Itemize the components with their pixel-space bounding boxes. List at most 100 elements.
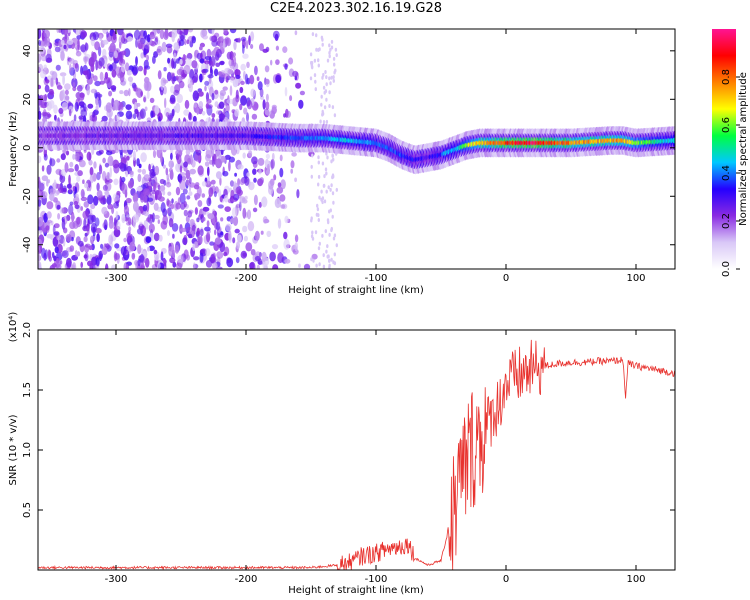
spectrogram-cell	[204, 161, 210, 167]
spectrogram-cell	[223, 73, 230, 79]
spectrogram-cell	[310, 164, 313, 169]
spectrogram-cell	[214, 89, 219, 95]
spectrogram-cell	[219, 195, 223, 203]
spectrogram-cell	[98, 57, 105, 67]
spectrogram-cell	[155, 190, 160, 196]
spectrogram-cell	[91, 226, 96, 234]
spectrogram-cell	[242, 152, 246, 159]
spectrogram-cell	[173, 42, 180, 51]
spectrogram-cell	[232, 52, 236, 57]
spectrogram-cell	[225, 223, 232, 232]
spectrogram-cell	[202, 217, 206, 222]
spectrogram-cell	[56, 158, 61, 163]
spectrogram-cell	[43, 252, 47, 261]
spectrogram-cell	[58, 107, 64, 114]
spectrogram-cell	[44, 84, 50, 93]
spectrogram-cell	[332, 157, 335, 162]
spectrogram-cell	[207, 166, 210, 177]
spectrogram-cell	[311, 32, 315, 37]
snr-y-tick-label: 1.0	[22, 442, 33, 458]
spectrogram-cell	[113, 178, 119, 186]
spectrogram-cell	[90, 88, 98, 94]
spectrogram-cell	[59, 72, 67, 77]
spectrogram-cell	[65, 234, 72, 243]
spectrogram-cell	[317, 160, 320, 165]
spectrogram-cell	[95, 257, 100, 267]
spectrogram-cell	[46, 219, 52, 224]
spectrogram-cell	[284, 86, 288, 97]
spectrogram-cell	[132, 150, 136, 161]
spectrogram-cell	[162, 259, 167, 264]
spectrogram-cell	[172, 233, 175, 239]
spectrogram-cell	[40, 54, 48, 62]
spectrogram-cell	[205, 248, 211, 257]
spectrogram-cell	[216, 110, 221, 115]
spectrogram-cell	[222, 170, 229, 177]
spectrogram-cell	[194, 207, 198, 215]
spectrogram-cell	[127, 69, 132, 76]
spectrogram-cell	[179, 192, 186, 204]
spectrogram-cell	[55, 168, 63, 175]
spectrogram-cell	[249, 74, 255, 85]
spectrogram-cell	[96, 93, 103, 98]
spectrogram-cell	[62, 74, 65, 86]
spectrogram-cell	[154, 37, 158, 46]
spectrogram-cell	[152, 212, 155, 223]
spectrogram-cell	[166, 71, 172, 82]
spectrogram-cell	[61, 250, 69, 259]
spectrogram-cell	[143, 66, 147, 76]
spectrogram-cell	[246, 61, 250, 68]
spectrogram-cell	[38, 45, 46, 55]
spectrogram-cell	[101, 206, 108, 215]
spectrogram-cell	[254, 230, 260, 241]
spectrogram-cell	[277, 182, 282, 188]
spectrogram-cell	[102, 184, 108, 191]
spectrogram-cell	[132, 219, 136, 228]
spectrogram-cell	[43, 29, 50, 39]
spectrogram-cell	[128, 226, 132, 232]
spectrogram-cell	[275, 74, 282, 84]
spectrogram-cell	[330, 183, 333, 188]
spectrogram-cell	[252, 207, 258, 213]
spectrogram-cell	[201, 193, 206, 198]
spectrogram-cell	[159, 29, 165, 40]
spectrogram-cell	[163, 67, 167, 72]
spectrogram-frame	[37, 28, 676, 270]
spectrogram-cell	[89, 167, 94, 176]
spectrogram-cell	[80, 196, 88, 202]
spectrogram-cell	[322, 85, 326, 90]
spectrogram-cell	[261, 251, 267, 262]
spectrogram-cell	[215, 158, 223, 169]
spectrogram-cell	[268, 180, 274, 190]
spectrogram-cell	[82, 210, 89, 219]
spectrogram-cell	[123, 237, 128, 243]
spectrogram-cell	[279, 154, 283, 162]
spectrogram-cell	[214, 237, 222, 245]
spectrogram-cell	[77, 240, 84, 247]
spectrogram-cell	[240, 63, 246, 71]
spectrogram-cell	[183, 201, 187, 208]
spectrogram-cell	[332, 78, 335, 83]
spectrogram-cell	[41, 117, 47, 123]
spectrogram-cell	[271, 104, 277, 110]
spectrogram-cell	[136, 158, 140, 167]
spectrogram-cell	[229, 85, 233, 96]
spectrogram-cell	[223, 29, 228, 35]
spectrogram-cell	[38, 229, 43, 235]
spectrogram-cell	[248, 181, 255, 191]
spectrogram-cell	[137, 244, 142, 255]
spectrogram-cell	[94, 80, 101, 87]
spectrogram-cell	[171, 223, 179, 232]
spectrogram-cell	[125, 263, 129, 269]
spectrogram-cell	[38, 29, 42, 39]
spectrogram-cell	[316, 207, 320, 212]
spectrogram-cell	[80, 44, 87, 53]
spectrogram-cell	[105, 263, 109, 269]
spectrogram-cell	[137, 173, 142, 183]
spectrogram-cell	[209, 241, 215, 246]
spectrogram-cell	[316, 203, 319, 208]
spectrogram-cell	[196, 217, 200, 223]
snr-x-tick-label: 100	[626, 574, 645, 585]
spectrogram-cell	[321, 161, 325, 166]
spectrogram-cell	[49, 90, 55, 96]
